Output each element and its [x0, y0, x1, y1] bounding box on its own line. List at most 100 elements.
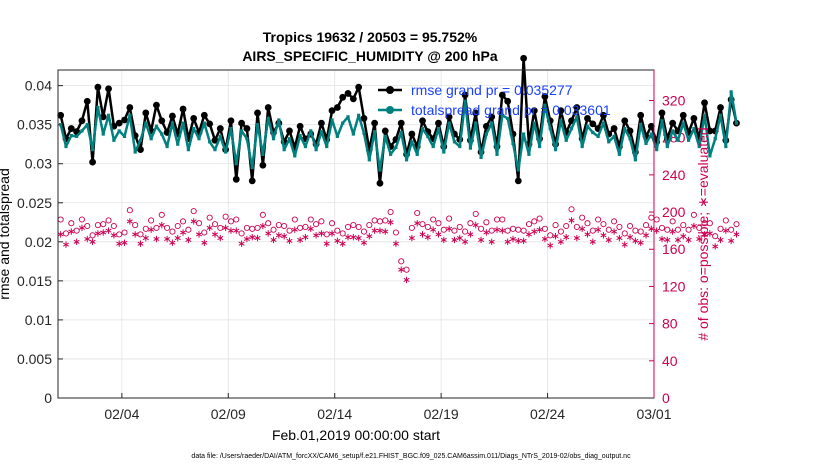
possible-point [84, 222, 91, 230]
totalspread-point [724, 144, 728, 149]
totalspread-point [367, 158, 371, 162]
evaluated-point [227, 227, 234, 234]
rmse-point [637, 111, 645, 119]
possible-point [270, 226, 277, 233]
possible-point [153, 224, 160, 231]
x-tick-label: 02/09 [211, 406, 246, 422]
rmse-point [179, 105, 187, 113]
right-tick-label: 320 [662, 92, 686, 108]
possible-point [116, 231, 123, 238]
x-axis-ticks: 02/04 02/09 02/14 02/19 02/24 03/01 [104, 393, 672, 422]
totalspread-point [266, 116, 270, 121]
totalspread-point [718, 113, 723, 117]
left-axis-ticks: 0 0.005 0.01 0.015 0.02 0.025 0.03 0.035 0.04 [17, 78, 63, 406]
evaluated-point [313, 232, 320, 239]
evaluated-point [627, 233, 634, 241]
totalspread-point [686, 138, 691, 142]
totalspread-point [463, 99, 467, 103]
totalspread-point [495, 152, 499, 156]
totalspread-point [383, 134, 387, 138]
right-tick-label: 40 [662, 353, 678, 369]
possible-point [238, 230, 245, 237]
evaluated-point [563, 233, 570, 241]
evaluated-point [398, 266, 405, 273]
rmse-point [408, 130, 416, 138]
rmse-point [706, 127, 714, 135]
rmse-point [557, 107, 565, 115]
evaluated-point [387, 219, 394, 226]
totalspread-point [128, 113, 132, 117]
rmse-point [190, 115, 198, 122]
possible-point [185, 226, 192, 233]
totalspread-point [729, 90, 733, 94]
evaluated-point [57, 231, 64, 238]
evaluated-point [440, 236, 447, 244]
rmse-point [121, 116, 128, 124]
rmse-point [153, 101, 160, 109]
x-tick-label: 02/04 [104, 406, 139, 422]
possible-point [339, 230, 346, 237]
possible-point [568, 206, 575, 213]
rmse-point [78, 117, 86, 125]
possible-point [110, 222, 117, 230]
possible-point [355, 223, 362, 230]
totalspread-point [282, 148, 286, 152]
evaluated-point [355, 234, 362, 242]
rmse-point [115, 119, 123, 127]
possible-point [483, 219, 490, 226]
totalspread-point [255, 123, 260, 127]
evaluated-point [462, 238, 469, 246]
possible-point [616, 223, 623, 230]
totalspread-point [708, 154, 712, 158]
evaluated-point [509, 235, 517, 243]
evaluated-point [238, 240, 245, 247]
totalspread-point [271, 137, 276, 141]
possible-point [637, 228, 644, 235]
totalspread-point [633, 158, 637, 162]
totalspread-point [697, 144, 701, 149]
totalspread-point [176, 142, 180, 146]
left-tick-label: 0.025 [17, 195, 52, 211]
evaluated-point [493, 226, 501, 233]
totalspread-point [426, 134, 430, 138]
possible-point [722, 217, 729, 224]
evaluated-point [515, 237, 522, 245]
evaluated-point [728, 237, 735, 245]
totalspread-point [298, 134, 302, 138]
totalspread-point [676, 138, 680, 142]
totalspread-point [671, 129, 675, 133]
evaluated-point [249, 233, 256, 241]
totalspread-point [287, 137, 292, 141]
possible-point [435, 220, 442, 227]
rmse-point [435, 119, 442, 127]
rmse-point [381, 127, 389, 135]
rmse-point [318, 119, 325, 127]
possible-point [573, 223, 580, 230]
possible-point [696, 224, 703, 231]
totalspread-point [208, 140, 212, 144]
totalspread-point [596, 134, 600, 138]
evaluated-point [701, 231, 708, 238]
possible-point [611, 218, 618, 225]
rmse-point [216, 125, 224, 132]
totalspread-point [250, 166, 254, 170]
totalspread-point [388, 152, 393, 156]
rmse-point [238, 119, 245, 127]
rmse-point [397, 119, 405, 127]
evaluated-point [488, 238, 495, 246]
rmse-point [504, 97, 512, 105]
possible-point [584, 220, 591, 227]
left-tick-label: 0.02 [25, 234, 52, 250]
possible-point [642, 222, 650, 229]
totalspread-point [447, 121, 451, 125]
rmse-point [206, 120, 214, 128]
totalspread-point [734, 121, 739, 125]
rmse-point [57, 111, 65, 119]
rmse-point [227, 117, 235, 125]
rmse-point [296, 122, 304, 130]
totalspread-point [702, 113, 707, 117]
totalspread-point [59, 123, 63, 127]
totalspread-line [59, 90, 738, 172]
possible-point [541, 225, 548, 232]
rmse-point [339, 93, 347, 101]
